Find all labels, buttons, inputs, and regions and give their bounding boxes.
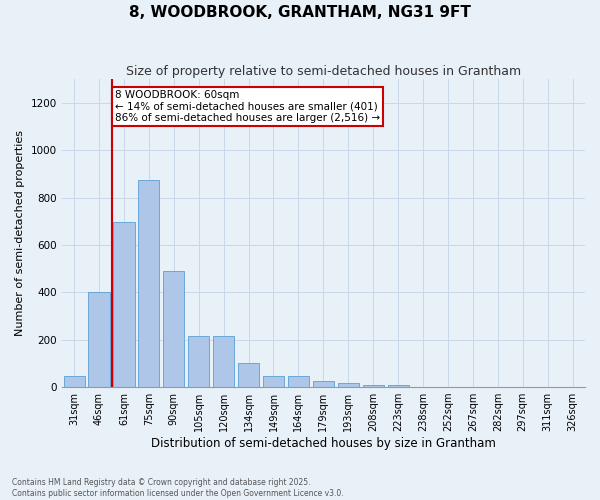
Bar xyxy=(238,364,259,387)
Title: Size of property relative to semi-detached houses in Grantham: Size of property relative to semi-detach… xyxy=(126,65,521,78)
Bar xyxy=(88,292,110,387)
Bar xyxy=(213,336,234,387)
Bar xyxy=(113,222,134,387)
Y-axis label: Number of semi-detached properties: Number of semi-detached properties xyxy=(15,130,25,336)
Text: 8, WOODBROOK, GRANTHAM, NG31 9FT: 8, WOODBROOK, GRANTHAM, NG31 9FT xyxy=(129,5,471,20)
Bar xyxy=(64,376,85,387)
X-axis label: Distribution of semi-detached houses by size in Grantham: Distribution of semi-detached houses by … xyxy=(151,437,496,450)
Bar xyxy=(163,271,184,387)
Text: 8 WOODBROOK: 60sqm
← 14% of semi-detached houses are smaller (401)
86% of semi-d: 8 WOODBROOK: 60sqm ← 14% of semi-detache… xyxy=(115,90,380,123)
Text: Contains HM Land Registry data © Crown copyright and database right 2025.
Contai: Contains HM Land Registry data © Crown c… xyxy=(12,478,344,498)
Bar xyxy=(362,384,384,387)
Bar xyxy=(388,385,409,387)
Bar xyxy=(188,336,209,387)
Bar xyxy=(263,376,284,387)
Bar xyxy=(313,381,334,387)
Bar xyxy=(288,376,309,387)
Bar xyxy=(138,180,160,387)
Bar xyxy=(338,383,359,387)
